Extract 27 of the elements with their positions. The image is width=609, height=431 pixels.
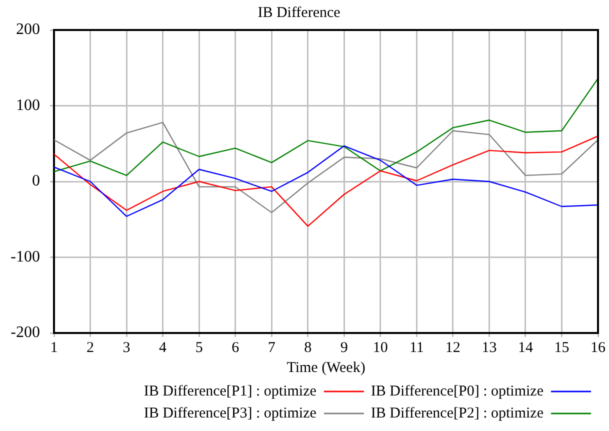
x-tick-label: 9 (340, 340, 348, 356)
y-tick-label: -200 (10, 324, 40, 342)
x-tick-label: 4 (159, 340, 168, 356)
y-tick-label: 0 (32, 172, 40, 190)
x-tick-label: 16 (590, 340, 606, 356)
x-tick-label: 3 (122, 340, 130, 356)
x-tick-label: 14 (518, 340, 534, 356)
x-tick-label: 7 (268, 340, 276, 356)
legend-label: IB Difference[P1] : optimize (144, 383, 317, 400)
x-tick-label: 11 (409, 340, 424, 356)
legend-label: IB Difference[P3] : optimize (144, 405, 317, 422)
x-tick-label: 6 (232, 340, 240, 356)
x-tick-label: 5 (195, 340, 203, 356)
legend-label: IB Difference[P2] : optimize (370, 405, 544, 422)
x-tick-label: 1 (50, 340, 58, 356)
legend-label: IB Difference[P0] : optimize (370, 383, 544, 400)
x-tick-label: 12 (445, 340, 460, 356)
y-tick-label: -100 (10, 248, 40, 266)
x-tick-label: 13 (482, 340, 497, 356)
x-tick-label: 10 (372, 340, 388, 356)
x-tick-label: 2 (86, 340, 94, 356)
x-axis-title: Time (Week) (286, 360, 366, 376)
y-tick-label: 200 (16, 21, 40, 38)
x-tick-label: 15 (554, 340, 570, 356)
chart-title: IB Difference (258, 4, 341, 21)
y-tick-label: 100 (16, 96, 40, 114)
x-tick-label: 8 (304, 340, 312, 356)
